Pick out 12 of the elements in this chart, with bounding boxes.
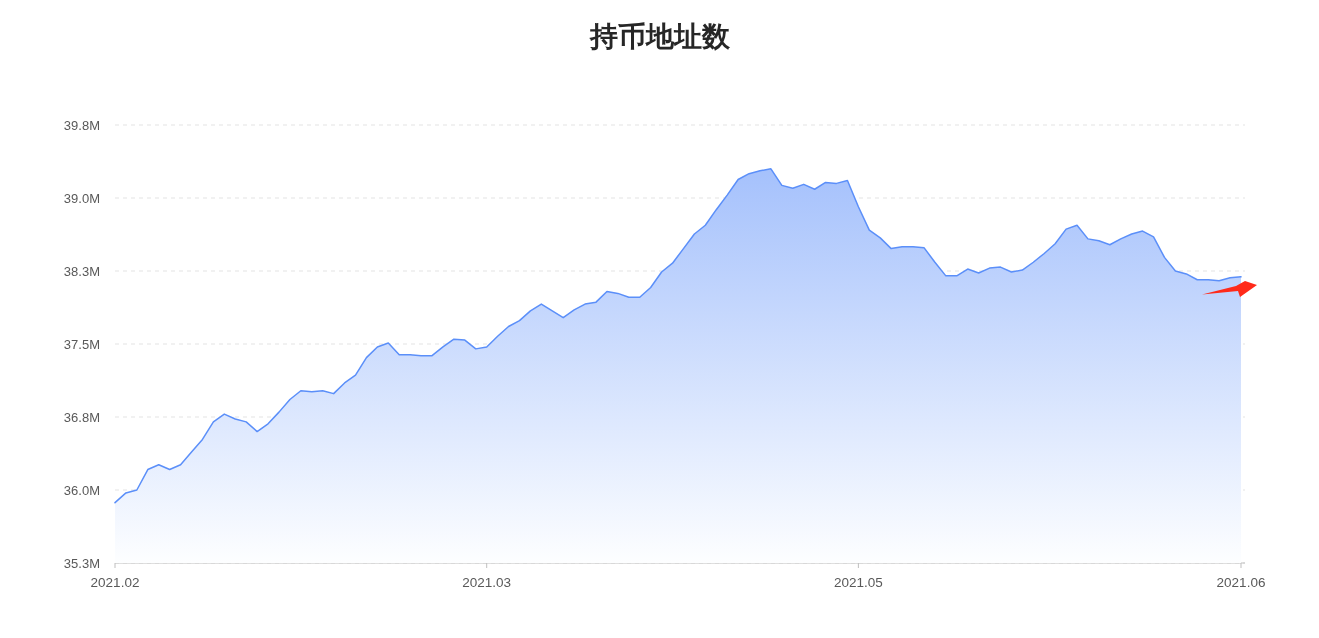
y-tick-label: 35.3M: [63, 555, 100, 571]
x-tick-label: 2021.03: [462, 575, 512, 590]
y-tick-label: 36.8M: [63, 409, 100, 425]
x-tick-label: 2021.05: [833, 575, 883, 590]
y-tick-label: 38.3M: [63, 263, 100, 279]
x-tick-label: 2021.06: [1216, 575, 1266, 590]
y-tick-label: 39.8M: [63, 117, 100, 133]
y-tick-label: 36.0M: [63, 482, 100, 498]
y-tick-label: 37.5M: [63, 336, 100, 352]
chart-title: 持币地址数: [588, 21, 731, 52]
x-tick-label: 2021.02: [90, 575, 140, 590]
y-tick-label: 39.0M: [63, 190, 100, 206]
